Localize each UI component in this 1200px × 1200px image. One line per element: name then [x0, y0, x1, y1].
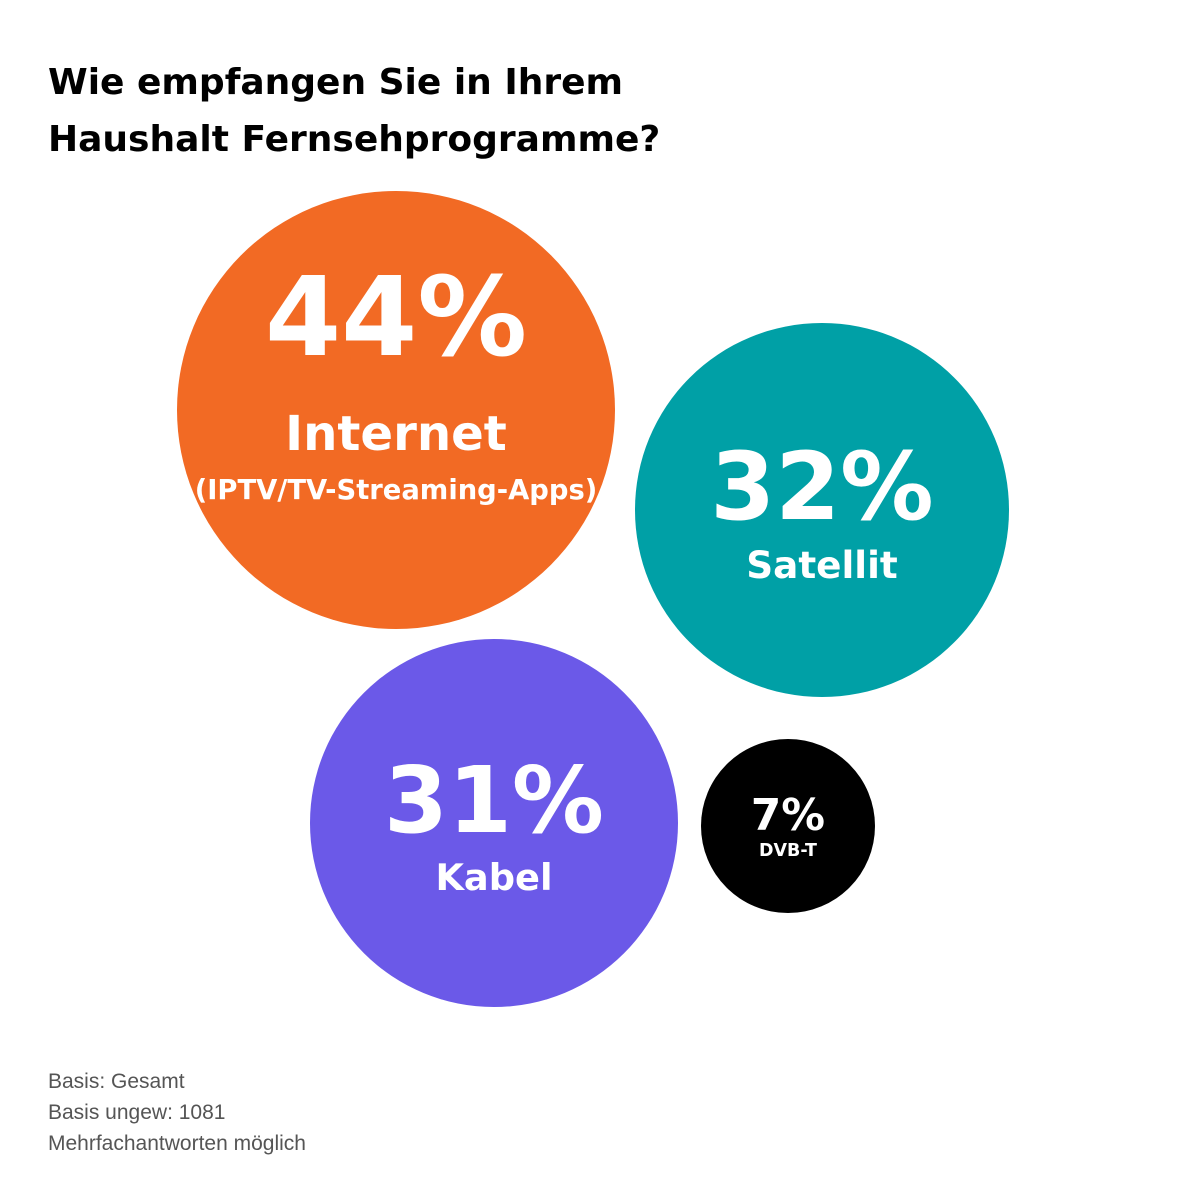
category-sublabel: (IPTV/TV-Streaming-Apps)	[194, 475, 598, 507]
chart-title-line-2: Haushalt Fernsehprogramme?	[48, 119, 661, 160]
value-label: 44%	[264, 253, 528, 382]
value-label: 7%	[750, 789, 826, 841]
category-label: DVB-T	[759, 841, 817, 862]
chart-title: Wie empfangen Sie in Ihrem Haushalt Fern…	[48, 54, 948, 168]
bubble-internet: 44% Internet (IPTV/TV-Streaming-Apps)	[177, 191, 615, 629]
bubble-kabel: 31% Kabel	[310, 639, 678, 1007]
bubble-dvb-t: 7% DVB-T	[700, 738, 876, 914]
value-label: 32%	[710, 432, 934, 542]
footnote-multiple-answers: Mehrfachantworten möglich	[48, 1132, 306, 1155]
category-label: Satellit	[746, 543, 898, 588]
chart-title-line-1: Wie empfangen Sie in Ihrem	[48, 62, 624, 103]
category-label: Internet	[285, 406, 507, 462]
value-label: 31%	[384, 746, 604, 854]
footnote-basis: Basis: Gesamt	[48, 1070, 185, 1093]
category-label: Kabel	[435, 855, 553, 899]
footnote-basis-unweighted: Basis ungew: 1081	[48, 1101, 226, 1124]
bubble-satellit: 32% Satellit	[635, 323, 1009, 697]
footnotes: Basis: Gesamt Basis ungew: 1081 Mehrfach…	[48, 1066, 306, 1159]
